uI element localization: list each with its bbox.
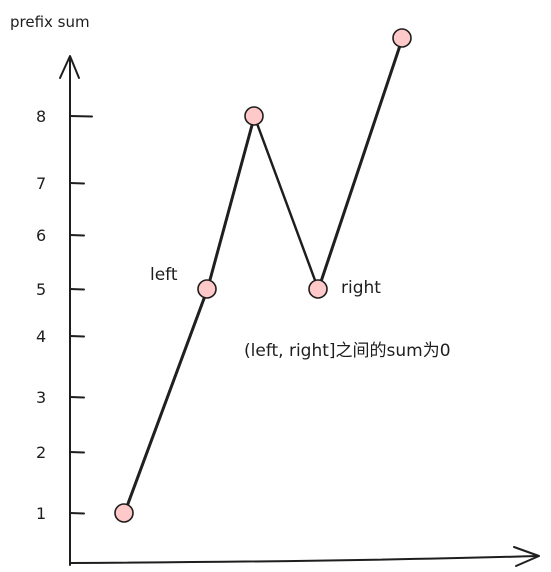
y-tick-label: 1 [36,504,46,523]
data-point [197,279,217,299]
data-points [114,28,412,523]
y-tick-label: 5 [36,280,46,299]
data-point [392,28,412,48]
right-label: right [341,278,381,298]
y-tick-label: 8 [36,107,46,126]
y-tick-mark [69,512,85,515]
y-tick-mark [69,115,93,118]
y-ticks: 1 2 3 4 5 6 7 8 [36,107,93,523]
y-tick-mark [69,451,85,454]
y-tick-label: 2 [36,443,46,462]
x-axis-arrow-icon [513,546,540,567]
data-point [114,503,134,523]
y-tick-label: 3 [36,388,46,407]
x-axis-line [69,555,539,564]
y-tick-label: 6 [36,226,46,245]
range-sum-note: (left, right]之间的sum为0 [244,341,451,361]
y-tick-mark [69,335,85,338]
data-point [308,279,328,299]
y-axis-title: prefix sum [10,13,90,31]
data-point [244,106,264,126]
y-axis-arrow-icon [59,55,80,79]
y-tick-mark [69,234,85,237]
axes [59,55,540,567]
left-label: left [150,265,178,285]
y-tick-mark [69,288,85,291]
y-tick-mark [69,182,85,185]
y-tick-mark [69,396,85,399]
y-tick-label: 7 [36,174,46,193]
y-tick-label: 4 [36,327,46,346]
